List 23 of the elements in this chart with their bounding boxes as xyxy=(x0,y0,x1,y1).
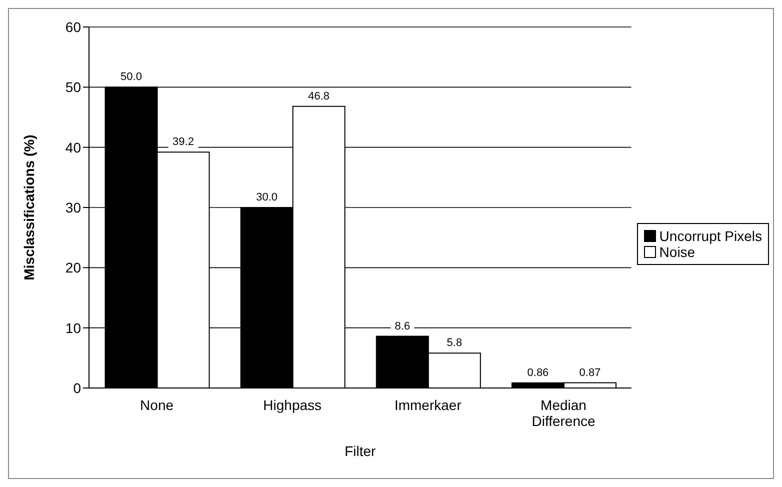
y-tick-label: 60 xyxy=(65,18,82,35)
y-tick-label: 40 xyxy=(65,139,82,156)
data-label: 46.8 xyxy=(308,90,330,102)
data-label: 50.0 xyxy=(120,71,142,84)
y-tick-label: 0 xyxy=(73,380,82,396)
data-label: 30.0 xyxy=(256,192,278,204)
y-tick-label: 30 xyxy=(65,199,82,216)
data-label: 0.87 xyxy=(579,366,601,379)
x-axis-title: Filter xyxy=(344,443,376,459)
x-tick-label: None xyxy=(140,397,174,413)
data-label: 0.86 xyxy=(527,366,549,379)
x-tick-label: Immerkaer xyxy=(394,397,462,413)
y-tick-label: 20 xyxy=(65,260,82,276)
data-label: 39.2 xyxy=(172,136,194,148)
legend-label: Noise xyxy=(659,244,696,260)
y-axis-title: Misclassifications (%) xyxy=(20,134,37,280)
x-tick-label: Median Difference xyxy=(532,397,596,429)
data-label: 8.6 xyxy=(394,320,410,332)
y-tick-label: 10 xyxy=(65,320,82,336)
legend-label: Uncorrupt Pixels xyxy=(659,228,762,244)
data-label: 5.8 xyxy=(446,337,462,350)
y-tick-label: 50 xyxy=(65,79,82,96)
x-tick-label: Highpass xyxy=(263,397,322,413)
